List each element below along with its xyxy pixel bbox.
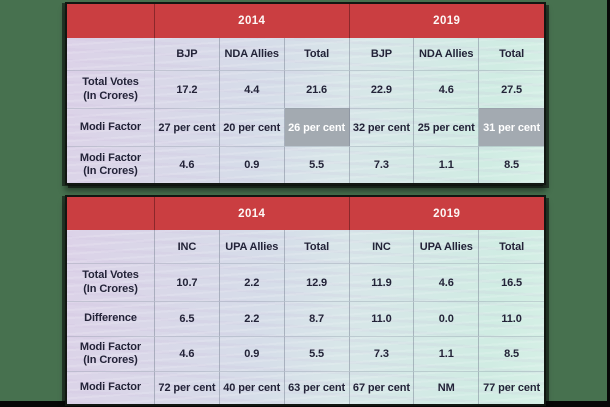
row-label-difference: Difference [67,301,155,336]
year-header-2014: 2014 [155,197,350,230]
year-header-corner [67,197,155,230]
row-label-modi-factor: Modi Factor [67,108,155,146]
value-cell-total-votes-in-crores-bjp-2014: 17.2 [155,70,220,108]
value-cell-modi-factor-in-crores-nda-allies-2019: 1.1 [414,146,480,183]
value-cell-difference-total-2014: 8.7 [284,301,350,336]
value-cell-modi-factor-upa-allies-2019: NM [414,371,480,404]
value-cell-modi-factor-upa-allies-2014: 40 per cent [219,371,285,404]
value-cell-modi-factor-bjp-2014: 27 per cent [155,108,220,146]
value-cell-modi-factor-in-crores-inc-2019: 7.3 [349,336,415,371]
value-cell-total-votes-in-crores-total-2014: 21.6 [284,70,350,108]
value-cell-modi-factor-in-crores-nda-allies-2014: 0.9 [219,146,285,183]
column-header-bjp: BJP [155,38,220,70]
value-cell-modi-factor-in-crores-total-2019: 8.5 [479,336,544,371]
value-cell-total-votes-in-crores-inc-2014: 10.7 [155,263,220,301]
column-header-total: Total [285,230,350,263]
column-header-nda-allies: NDA Allies [414,38,480,70]
column-header-inc: INC [350,230,415,263]
value-cell-total-votes-in-crores-inc-2019: 11.9 [349,263,415,301]
year-header-corner [67,4,155,38]
value-cell-modi-factor-total-2019: 77 per cent [479,371,544,404]
year-header-2019: 2019 [349,4,544,38]
value-cell-difference-total-2019: 11.0 [479,301,544,336]
value-cell-modi-factor-in-crores-inc-2014: 4.6 [155,336,220,371]
column-header-total: Total [285,38,350,70]
value-cell-modi-factor-in-crores-total-2014: 5.5 [284,336,350,371]
right-edge-bar [607,0,610,407]
value-cell-modi-factor-nda-allies-2019: 25 per cent [414,108,480,146]
column-header-upa-allies: UPA Allies [414,230,480,263]
value-cell-modi-factor-in-crores-upa-allies-2014: 0.9 [219,336,285,371]
column-header-bjp: BJP [350,38,415,70]
value-cell-modi-factor-bjp-2019: 32 per cent [349,108,415,146]
value-cell-modi-factor-in-crores-bjp-2019: 7.3 [349,146,415,183]
nda-votes-table: 2014 2019 BJP NDA Allies Total BJP NDA Allies T… [65,2,546,185]
value-cell-modi-factor-nda-allies-2014: 20 per cent [219,108,285,146]
value-cell-total-votes-in-crores-nda-allies-2019: 4.6 [414,70,480,108]
value-cell-modi-factor-inc-2019: 67 per cent [349,371,415,404]
value-cell-modi-factor-in-crores-bjp-2014: 4.6 [155,146,220,183]
value-cell-total-votes-in-crores-nda-allies-2014: 4.4 [219,70,285,108]
column-header-blank [67,230,155,263]
value-cell-total-votes-in-crores-upa-allies-2019: 4.6 [414,263,480,301]
column-header-upa-allies: UPA Allies [220,230,285,263]
year-header-2014: 2014 [155,4,350,38]
upa-votes-table: 2014 2019 INC UPA Allies Total INC UPA Allies T… [65,195,546,406]
column-header-total: Total [499,48,525,60]
value-cell-modi-factor-in-crores-total-2014: 5.5 [284,146,350,183]
row-label-modi-factor-in-crores: Modi Factor (In Crores) [67,336,155,371]
value-cell-total-votes-in-crores-total-2014: 12.9 [284,263,350,301]
value-cell-modi-factor-inc-2014: 72 per cent [155,371,220,404]
row-label-total-votes-in-crores: Total Votes (In Crores) [67,70,155,108]
value-cell-total-votes-in-crores-upa-allies-2014: 2.2 [219,263,285,301]
column-header-inc: INC [155,230,220,263]
row-label-total-votes-in-crores: Total Votes (In Crores) [67,263,155,301]
value-cell-total-votes-in-crores-total-2019: 27.5 [479,70,544,108]
value-cell-difference-inc-2014: 6.5 [155,301,220,336]
value-cell-modi-factor-in-crores-upa-allies-2019: 1.1 [414,336,480,371]
value-cell-difference-upa-allies-2014: 2.2 [219,301,285,336]
column-header-nda-allies: NDA Allies [220,38,285,70]
value-cell-difference-inc-2019: 11.0 [349,301,415,336]
row-label-modi-factor: Modi Factor [67,371,155,404]
highlighted-value-cell-modi-factor-total-2019: 31 per cent [479,108,544,146]
value-cell-total-votes-in-crores-bjp-2019: 22.9 [349,70,415,108]
value-cell-total-votes-in-crores-total-2019: 16.5 [479,263,544,301]
column-header-total: Total [499,240,525,253]
value-cell-difference-upa-allies-2019: 0.0 [414,301,480,336]
value-cell-modi-factor-total-2014: 63 per cent [284,371,350,404]
highlighted-value-cell-modi-factor-total-2014: 26 per cent [284,108,350,146]
column-header-blank [67,38,155,70]
row-label-modi-factor-in-crores: Modi Factor (In Crores) [67,146,155,183]
year-header-2019: 2019 [349,197,544,230]
value-cell-modi-factor-in-crores-total-2019: 8.5 [479,146,544,183]
